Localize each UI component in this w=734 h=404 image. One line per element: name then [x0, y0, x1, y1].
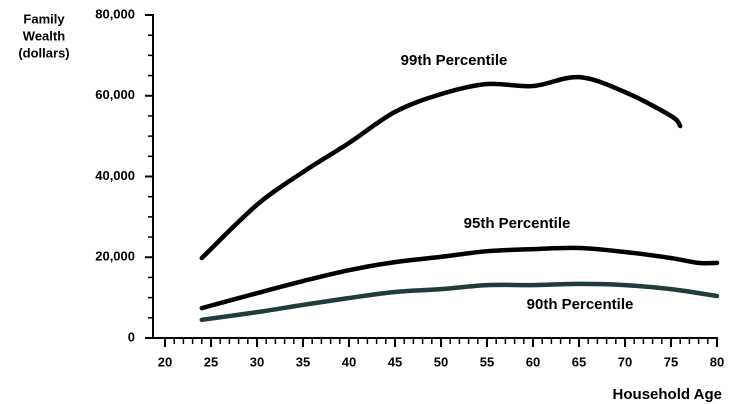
series-line: [199, 74, 683, 261]
series-line: [199, 281, 720, 323]
x-tick-label: 55: [480, 354, 494, 369]
y-axis-title: (dollars): [18, 45, 69, 60]
x-tick-label: 65: [572, 354, 586, 369]
y-tick-label: 0: [128, 329, 135, 344]
y-tick-label: 80,000: [95, 6, 135, 21]
series-label: 90th Percentile: [527, 296, 634, 313]
x-tick-label: 40: [342, 354, 356, 369]
series-line: [199, 245, 720, 311]
x-tick-label: 35: [296, 354, 310, 369]
x-tick-label: 60: [526, 354, 540, 369]
x-tick-label: 30: [250, 354, 264, 369]
y-axis-title: Family: [23, 11, 65, 26]
x-tick-label: 80: [710, 354, 724, 369]
x-tick-label: 20: [158, 354, 172, 369]
y-tick-label: 60,000: [95, 87, 135, 102]
x-tick-label: 75: [664, 354, 678, 369]
series-label: 95th Percentile: [464, 215, 571, 232]
x-tick-label: 25: [204, 354, 218, 369]
y-tick-label: 20,000: [95, 249, 135, 264]
series-label: 99th Percentile: [401, 52, 508, 69]
x-tick-label: 70: [618, 354, 632, 369]
x-axis-title: Household Age: [613, 386, 722, 403]
x-tick-label: 50: [434, 354, 448, 369]
x-tick-label: 45: [388, 354, 402, 369]
y-axis-title: Wealth: [23, 28, 65, 43]
y-tick-label: 40,000: [95, 168, 135, 183]
